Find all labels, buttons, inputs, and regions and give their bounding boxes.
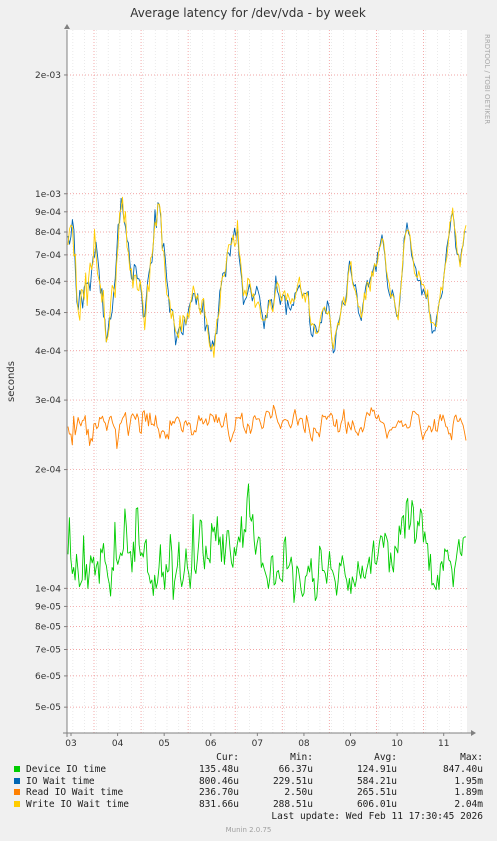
legend-header-cur: Cur:	[216, 752, 239, 763]
legend-min-value: 288.51u	[272, 799, 313, 811]
legend-series-name: Write IO Wait time	[26, 799, 129, 811]
legend-swatch	[14, 789, 20, 796]
legend-cur-value: 831.66u	[198, 799, 239, 811]
y-tick-label: 2e-03	[35, 71, 61, 81]
legend-max-value: 847.40u	[442, 763, 483, 775]
y-tick-label: 9e-05	[35, 602, 61, 612]
legend-max-value: 1.95m	[454, 775, 483, 787]
legend-min-value: 66.37u	[278, 763, 313, 775]
y-tick-label: 6e-04	[35, 277, 61, 287]
latency-chart: 2e-03 1e-03 9e-04 8e-04 7e-04 6e-04 5e-04 4e-04…	[6, 6, 491, 749]
x-tick-label: 10	[391, 739, 403, 749]
y-tick-label: 8e-05	[35, 623, 61, 633]
x-tick-label: 07	[252, 739, 263, 749]
legend-max-value: 1.89m	[454, 787, 483, 799]
y-tick-label: 7e-05	[35, 645, 61, 655]
legend-avg-value: 124.91u	[356, 763, 397, 775]
legend-row-read-io-wait-time: Read IO Wait time 236.70u 2.50u 265.51u …	[14, 787, 489, 799]
x-tick-label: 11	[438, 739, 449, 749]
x-tick-label: 04	[112, 739, 124, 749]
y-tick-label: 9e-04	[35, 208, 61, 218]
legend-swatch	[14, 765, 20, 772]
legend-header-avg: Avg:	[374, 752, 397, 763]
y-tick-label: 3e-04	[35, 396, 61, 406]
legend: Cur: Min: Avg: Max: Device IO time 135.4…	[14, 752, 489, 811]
legend-max-value: 2.04m	[454, 799, 483, 811]
legend-row-write-io-wait-time: Write IO Wait time 831.66u 288.51u 606.0…	[14, 799, 489, 811]
legend-series-name: IO Wait time	[26, 775, 95, 787]
chart-title: Average latency for /dev/vda - by week	[130, 6, 366, 20]
y-tick-label: 5e-05	[35, 703, 61, 713]
legend-min-value: 229.51u	[272, 775, 313, 787]
legend-series-name: Device IO time	[26, 763, 107, 775]
legend-row-io-wait-time: IO Wait time 800.46u 229.51u 584.21u 1.9…	[14, 776, 489, 788]
legend-avg-value: 584.21u	[356, 775, 397, 787]
x-axis-arrow	[471, 730, 476, 736]
x-tick-label: 09	[345, 739, 357, 749]
x-tick-label: 05	[158, 739, 169, 749]
rrdtool-watermark: RRDTOOL / TOBI OETIKER	[483, 34, 491, 124]
y-tick-label: 2e-04	[35, 466, 61, 476]
last-update: Last update: Wed Feb 11 17:30:45 2026	[271, 811, 483, 822]
y-tick-label: 6e-05	[35, 672, 61, 682]
legend-header-max: Max:	[460, 752, 483, 763]
y-axis-label: seconds	[6, 361, 17, 402]
legend-header: Cur: Min: Avg: Max:	[14, 752, 489, 764]
y-tick-label: 5e-04	[35, 309, 61, 319]
legend-row-device-io-time: Device IO time 135.48u 66.37u 124.91u 84…	[14, 764, 489, 776]
legend-cur-value: 236.70u	[198, 787, 239, 799]
x-tick-label: 08	[298, 739, 310, 749]
y-tick-label: 8e-04	[35, 228, 61, 238]
y-axis-arrow	[64, 24, 70, 29]
x-tick-label: 06	[205, 739, 217, 749]
legend-series-name: Read IO Wait time	[26, 787, 124, 799]
series-line-read-io-wait-time	[67, 404, 467, 450]
legend-avg-value: 606.01u	[356, 799, 397, 811]
legend-min-value: 2.50u	[284, 787, 313, 799]
legend-cur-value: 800.46u	[198, 775, 239, 787]
legend-swatch	[14, 801, 20, 808]
y-tick-label: 7e-04	[35, 251, 61, 261]
series-line-device-io-time	[67, 483, 466, 603]
y-tick-label: 1e-04	[35, 584, 61, 594]
legend-cur-value: 135.48u	[198, 763, 239, 775]
munin-version: Munin 2.0.75	[225, 826, 272, 834]
legend-header-min: Min:	[290, 752, 313, 763]
plot-area	[67, 30, 467, 733]
legend-swatch	[14, 777, 20, 784]
series-line-write-io-wait-time	[67, 196, 467, 358]
y-tick-label: 1e-03	[35, 190, 61, 200]
x-tick-label: 03	[65, 739, 76, 749]
legend-avg-value: 265.51u	[356, 787, 397, 799]
y-tick-label: 4e-04	[35, 347, 61, 357]
